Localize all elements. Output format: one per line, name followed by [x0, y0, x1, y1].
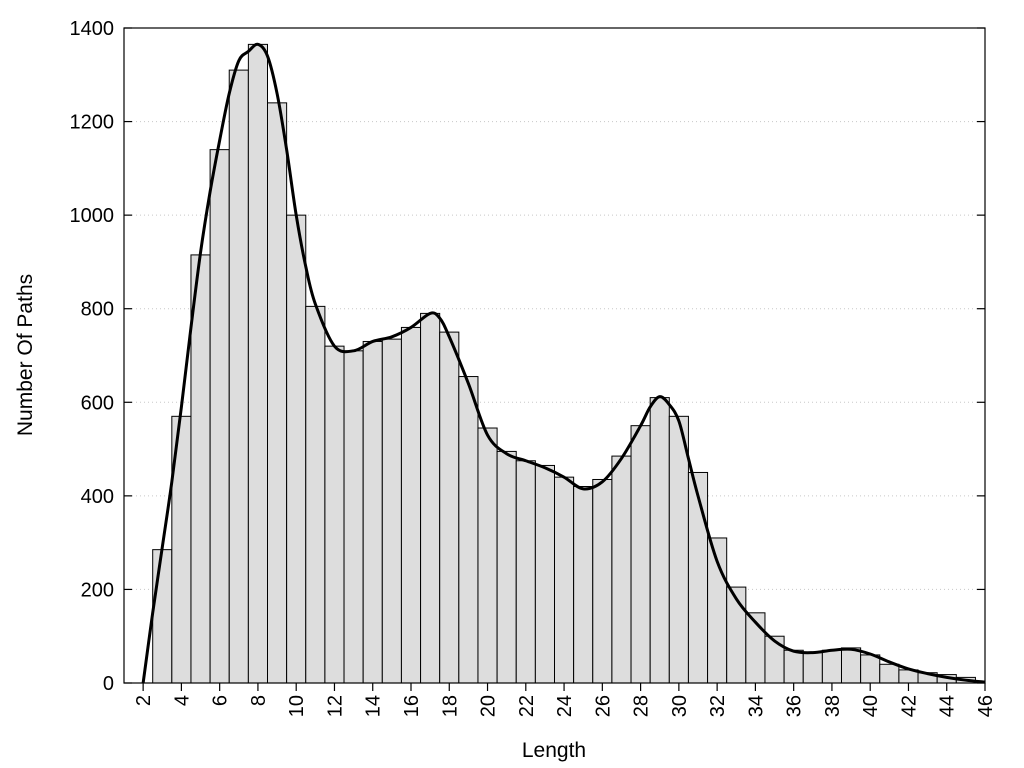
x-tick-label: 36	[784, 695, 806, 717]
x-axis: 2 4 6 8 10 12 14 16 18 20 22 24 26 28 30 32 34 36 38 40 42 44…	[133, 683, 997, 717]
x-tick-label: 28	[631, 695, 653, 717]
bar-11	[305, 305, 326, 684]
bar-7	[228, 69, 249, 684]
bar-16	[400, 326, 422, 684]
bar-28	[630, 425, 651, 684]
x-tick-label: 44	[937, 695, 959, 717]
x-tick-label: 22	[516, 695, 538, 717]
x-tick-label: 26	[592, 695, 614, 717]
bar-3	[152, 549, 173, 684]
bar-35	[764, 635, 785, 684]
density-curve-layer	[141, 42, 986, 684]
bar-39	[841, 647, 862, 684]
y-tick-label: 1200	[70, 112, 115, 134]
x-tick-label: 14	[363, 695, 385, 717]
bar-30	[668, 415, 689, 684]
bar-17	[420, 312, 441, 684]
bar-24	[554, 476, 575, 684]
x-tick-label: 10	[286, 695, 308, 717]
x-axis-label: Length	[522, 739, 586, 762]
x-tick-label: 30	[669, 695, 691, 717]
bar-14	[362, 340, 383, 684]
bar-38	[821, 649, 842, 684]
x-tick-label: 38	[822, 695, 844, 717]
bar-36	[783, 649, 804, 684]
bar-20	[477, 427, 498, 684]
y-tick-label: 200	[81, 579, 114, 601]
x-tick-label: 40	[860, 695, 882, 717]
bar-9	[267, 102, 288, 684]
y-tick-label: 400	[81, 486, 114, 508]
bar-31	[687, 471, 709, 684]
y-axis-label: Number Of Paths	[14, 274, 37, 436]
x-tick-label: 18	[439, 695, 461, 717]
x-tick-label: 12	[324, 695, 346, 717]
x-tick-label: 8	[248, 695, 270, 706]
y-axis: 0 200 400 600 800 1000 1200 1400	[70, 18, 985, 695]
bar-25	[573, 486, 594, 684]
y-tick-label: 600	[81, 392, 114, 414]
x-tick-label: 2	[133, 695, 155, 706]
bar-22	[515, 460, 536, 684]
x-tick-label: 46	[975, 695, 997, 717]
bar-13	[343, 350, 364, 684]
x-tick-label: 32	[707, 695, 729, 717]
bar-37	[802, 652, 823, 684]
bar-5	[190, 254, 211, 684]
y-tick-label: 800	[81, 299, 114, 321]
x-tick-label: 34	[745, 695, 767, 717]
bar-15	[381, 338, 402, 684]
x-tick-label: 16	[401, 695, 423, 717]
bar-21	[496, 450, 517, 684]
bar-26	[592, 478, 613, 684]
bar-23	[534, 464, 555, 684]
bar-10	[286, 214, 307, 684]
y-tick-label: 1400	[70, 18, 115, 40]
x-tick-label: 4	[171, 695, 193, 706]
bar-41	[879, 663, 900, 684]
bar-27	[611, 455, 632, 684]
density-curve	[141, 42, 986, 684]
x-tick-label: 20	[478, 695, 500, 717]
bar-8	[247, 43, 269, 684]
x-tick-label: 24	[554, 695, 576, 717]
bar-19	[458, 376, 479, 684]
bar-12	[324, 345, 345, 684]
x-tick-label: 42	[898, 695, 920, 717]
bar-29	[649, 397, 670, 684]
x-tick-label: 6	[210, 695, 232, 706]
y-tick-label: 1000	[70, 205, 115, 227]
bar-40	[860, 654, 881, 684]
plot-frame	[123, 27, 986, 684]
bar-18	[439, 331, 460, 684]
bar-6	[209, 149, 230, 684]
y-tick-label: 0	[103, 673, 114, 695]
histogram-bars	[152, 43, 976, 684]
